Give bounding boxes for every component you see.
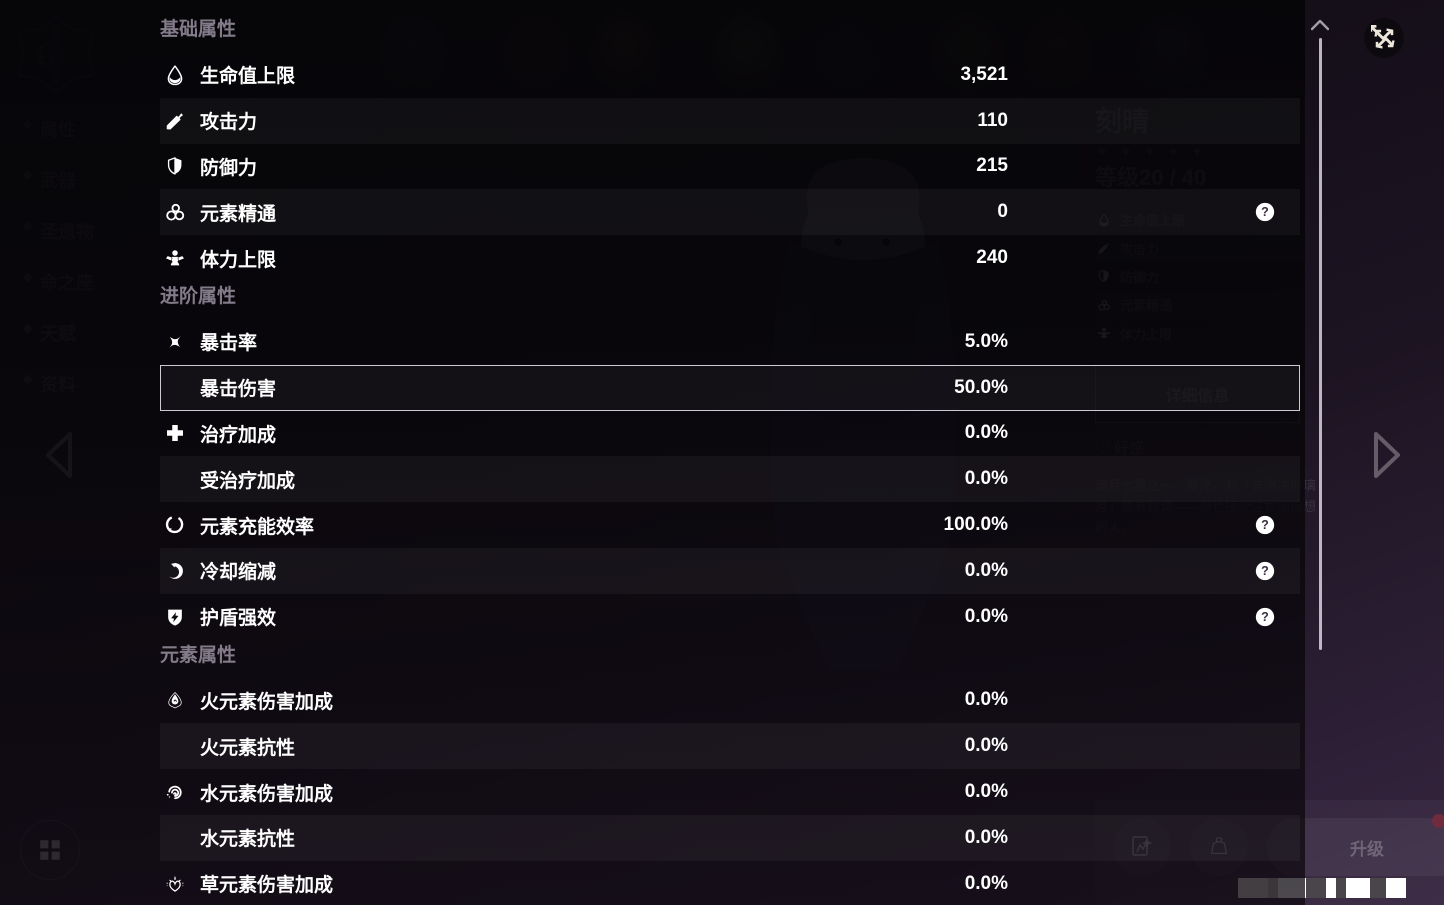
svg-text:?: ? — [1261, 518, 1269, 532]
svg-text:?: ? — [1261, 205, 1269, 219]
svg-text:?: ? — [1261, 610, 1269, 624]
svg-text:?: ? — [1261, 564, 1269, 578]
